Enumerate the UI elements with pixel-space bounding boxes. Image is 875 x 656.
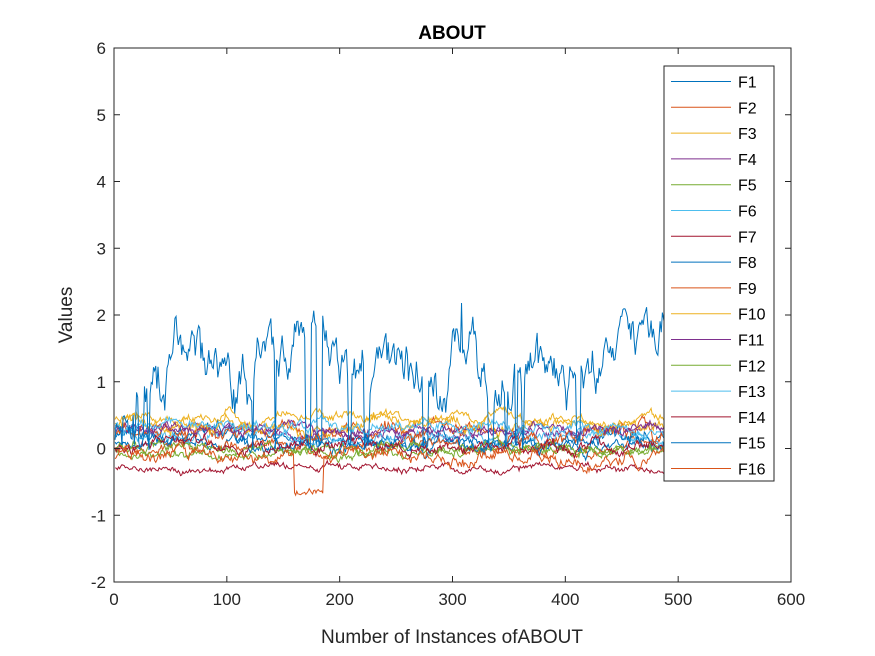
legend-label-f9: F9	[738, 281, 757, 298]
y-tick-label: 5	[97, 106, 106, 125]
legend-label-f4: F4	[738, 152, 757, 169]
legend-label-f10: F10	[738, 307, 766, 324]
legend-box	[663, 65, 775, 482]
legend-label-f8: F8	[738, 255, 757, 272]
chart-title: ABOUT	[418, 23, 486, 44]
legend-label-f3: F3	[738, 126, 757, 143]
series-line-f11	[115, 418, 665, 445]
legend-label-f6: F6	[738, 204, 757, 221]
x-tick-label: 600	[777, 590, 805, 609]
legend: F1 F2 F3 F4 F5 F6 F7 F8 F9 F10 F11 F12 F13 F14 F15 F16	[663, 65, 775, 482]
x-tick-label: 100	[213, 590, 241, 609]
y-tick-label: 1	[97, 373, 106, 392]
ticks-layer: 0 100 200 300 400 500 600 -2 -1 0 1 2 3 4 5 6	[91, 39, 805, 609]
y-tick-label: 2	[97, 306, 106, 325]
legend-label-f12: F12	[738, 358, 766, 375]
x-tick-label: 0	[109, 590, 118, 609]
series-layer	[114, 302, 666, 497]
series-line-f14	[114, 432, 665, 460]
x-tick-label: 200	[325, 590, 353, 609]
legend-label-f2: F2	[738, 100, 757, 117]
x-tick-label: 400	[551, 590, 579, 609]
series-line-f3	[114, 406, 665, 431]
y-tick-label: 0	[97, 440, 106, 459]
series-line-f16	[114, 441, 665, 497]
legend-label-f5: F5	[738, 178, 757, 195]
x-tick-label: 500	[664, 590, 692, 609]
legend-label-f1: F1	[738, 75, 757, 92]
series-line-f13	[114, 413, 666, 440]
legend-label-f11: F11	[738, 333, 764, 350]
x-tick-label: 300	[438, 590, 466, 609]
legend-label-f15: F15	[738, 436, 766, 453]
y-tick-label: -1	[91, 506, 106, 525]
series-line-f15	[114, 302, 666, 451]
x-axis-label: Number of Instances ofABOUT	[321, 627, 583, 648]
legend-label-f14: F14	[738, 410, 766, 427]
legend-label-f7: F7	[738, 229, 757, 246]
y-tick-label: 6	[97, 39, 106, 58]
y-tick-label: 4	[97, 173, 106, 192]
y-tick-label: 3	[97, 239, 106, 258]
legend-label-f13: F13	[738, 384, 766, 401]
y-axis-label: Values	[56, 287, 77, 344]
y-tick-label: -2	[91, 573, 106, 592]
legend-label-f16: F16	[738, 462, 766, 479]
series-line-f7	[114, 459, 665, 477]
